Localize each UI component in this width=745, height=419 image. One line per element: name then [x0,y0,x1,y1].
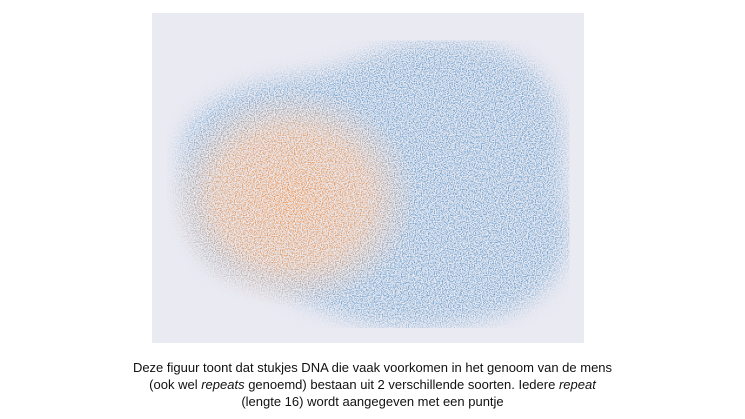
caption-text: (lengte 16) wordt aangegeven met een pun… [241,394,504,409]
caption-line: (ook wel repeats genoemd) bestaan uit 2 … [0,376,745,393]
caption-term: repeats [201,377,245,392]
caption-text: (ook wel [149,377,202,392]
caption-text: Deze figuur toont dat stukjes DNA die va… [132,360,613,375]
point-cloud [167,40,570,328]
caption-term: repeat [558,377,596,392]
caption-text: genoemd) bestaan uit 2 verschillende soo… [244,377,559,392]
scatter-figure [152,13,584,343]
caption: Deze figuur toont dat stukjes DNA die va… [0,359,745,410]
caption-line: Deze figuur toont dat stukjes DNA die va… [0,359,745,376]
caption-line: (lengte 16) wordt aangegeven met een pun… [0,393,745,410]
